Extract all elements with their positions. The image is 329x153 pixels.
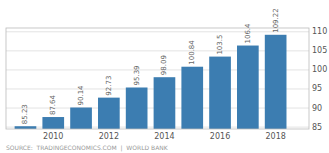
x-tick-label: 2012 (99, 132, 119, 141)
data-label: 103.5 (216, 35, 224, 55)
data-label: 85.23 (21, 104, 29, 124)
x-tick-label: 2018 (265, 132, 285, 141)
bar (126, 87, 148, 129)
bar (265, 35, 287, 129)
y-tick-label: 95 (312, 84, 322, 93)
y-tick-label: 105 (312, 46, 327, 55)
bar (209, 57, 231, 129)
data-label: 92.73 (105, 76, 113, 96)
bars (15, 35, 287, 129)
x-tick-label: 2014 (154, 132, 174, 141)
plot-frame (6, 28, 309, 129)
chart: 85 90 95 100 105 110 85.23 87.64 90.14 92.73 95.39… (0, 0, 329, 153)
grid-line (6, 31, 309, 32)
data-label: 95.39 (133, 65, 141, 85)
data-label: 98.09 (160, 55, 168, 75)
data-label: 87.64 (49, 94, 57, 115)
grid-line (6, 50, 309, 51)
chart-container: 85 90 95 100 105 110 85.23 87.64 90.14 92.73 95.39… (0, 0, 329, 153)
y-tick-label: 85 (312, 123, 322, 132)
bar (237, 46, 259, 129)
bar (98, 98, 120, 129)
data-label: 100.84 (188, 40, 196, 65)
grid-line (6, 69, 309, 70)
bar (42, 117, 64, 129)
x-tick-label: 2016 (210, 132, 230, 141)
y-tick-label: 90 (312, 104, 322, 113)
y-tick-label: 110 (312, 27, 327, 36)
source-note: SOURCE: TRADINGECONOMICS.COM | WORLD BAN… (6, 144, 169, 152)
data-label: 90.14 (77, 85, 85, 106)
x-tick-label: 2010 (43, 132, 63, 141)
data-label: 109.22 (272, 8, 280, 33)
bar (70, 108, 92, 129)
y-tick-label: 100 (312, 65, 327, 74)
data-label: 106.4 (244, 23, 252, 44)
bar (15, 126, 37, 129)
bar (154, 77, 176, 129)
bar (181, 67, 203, 129)
